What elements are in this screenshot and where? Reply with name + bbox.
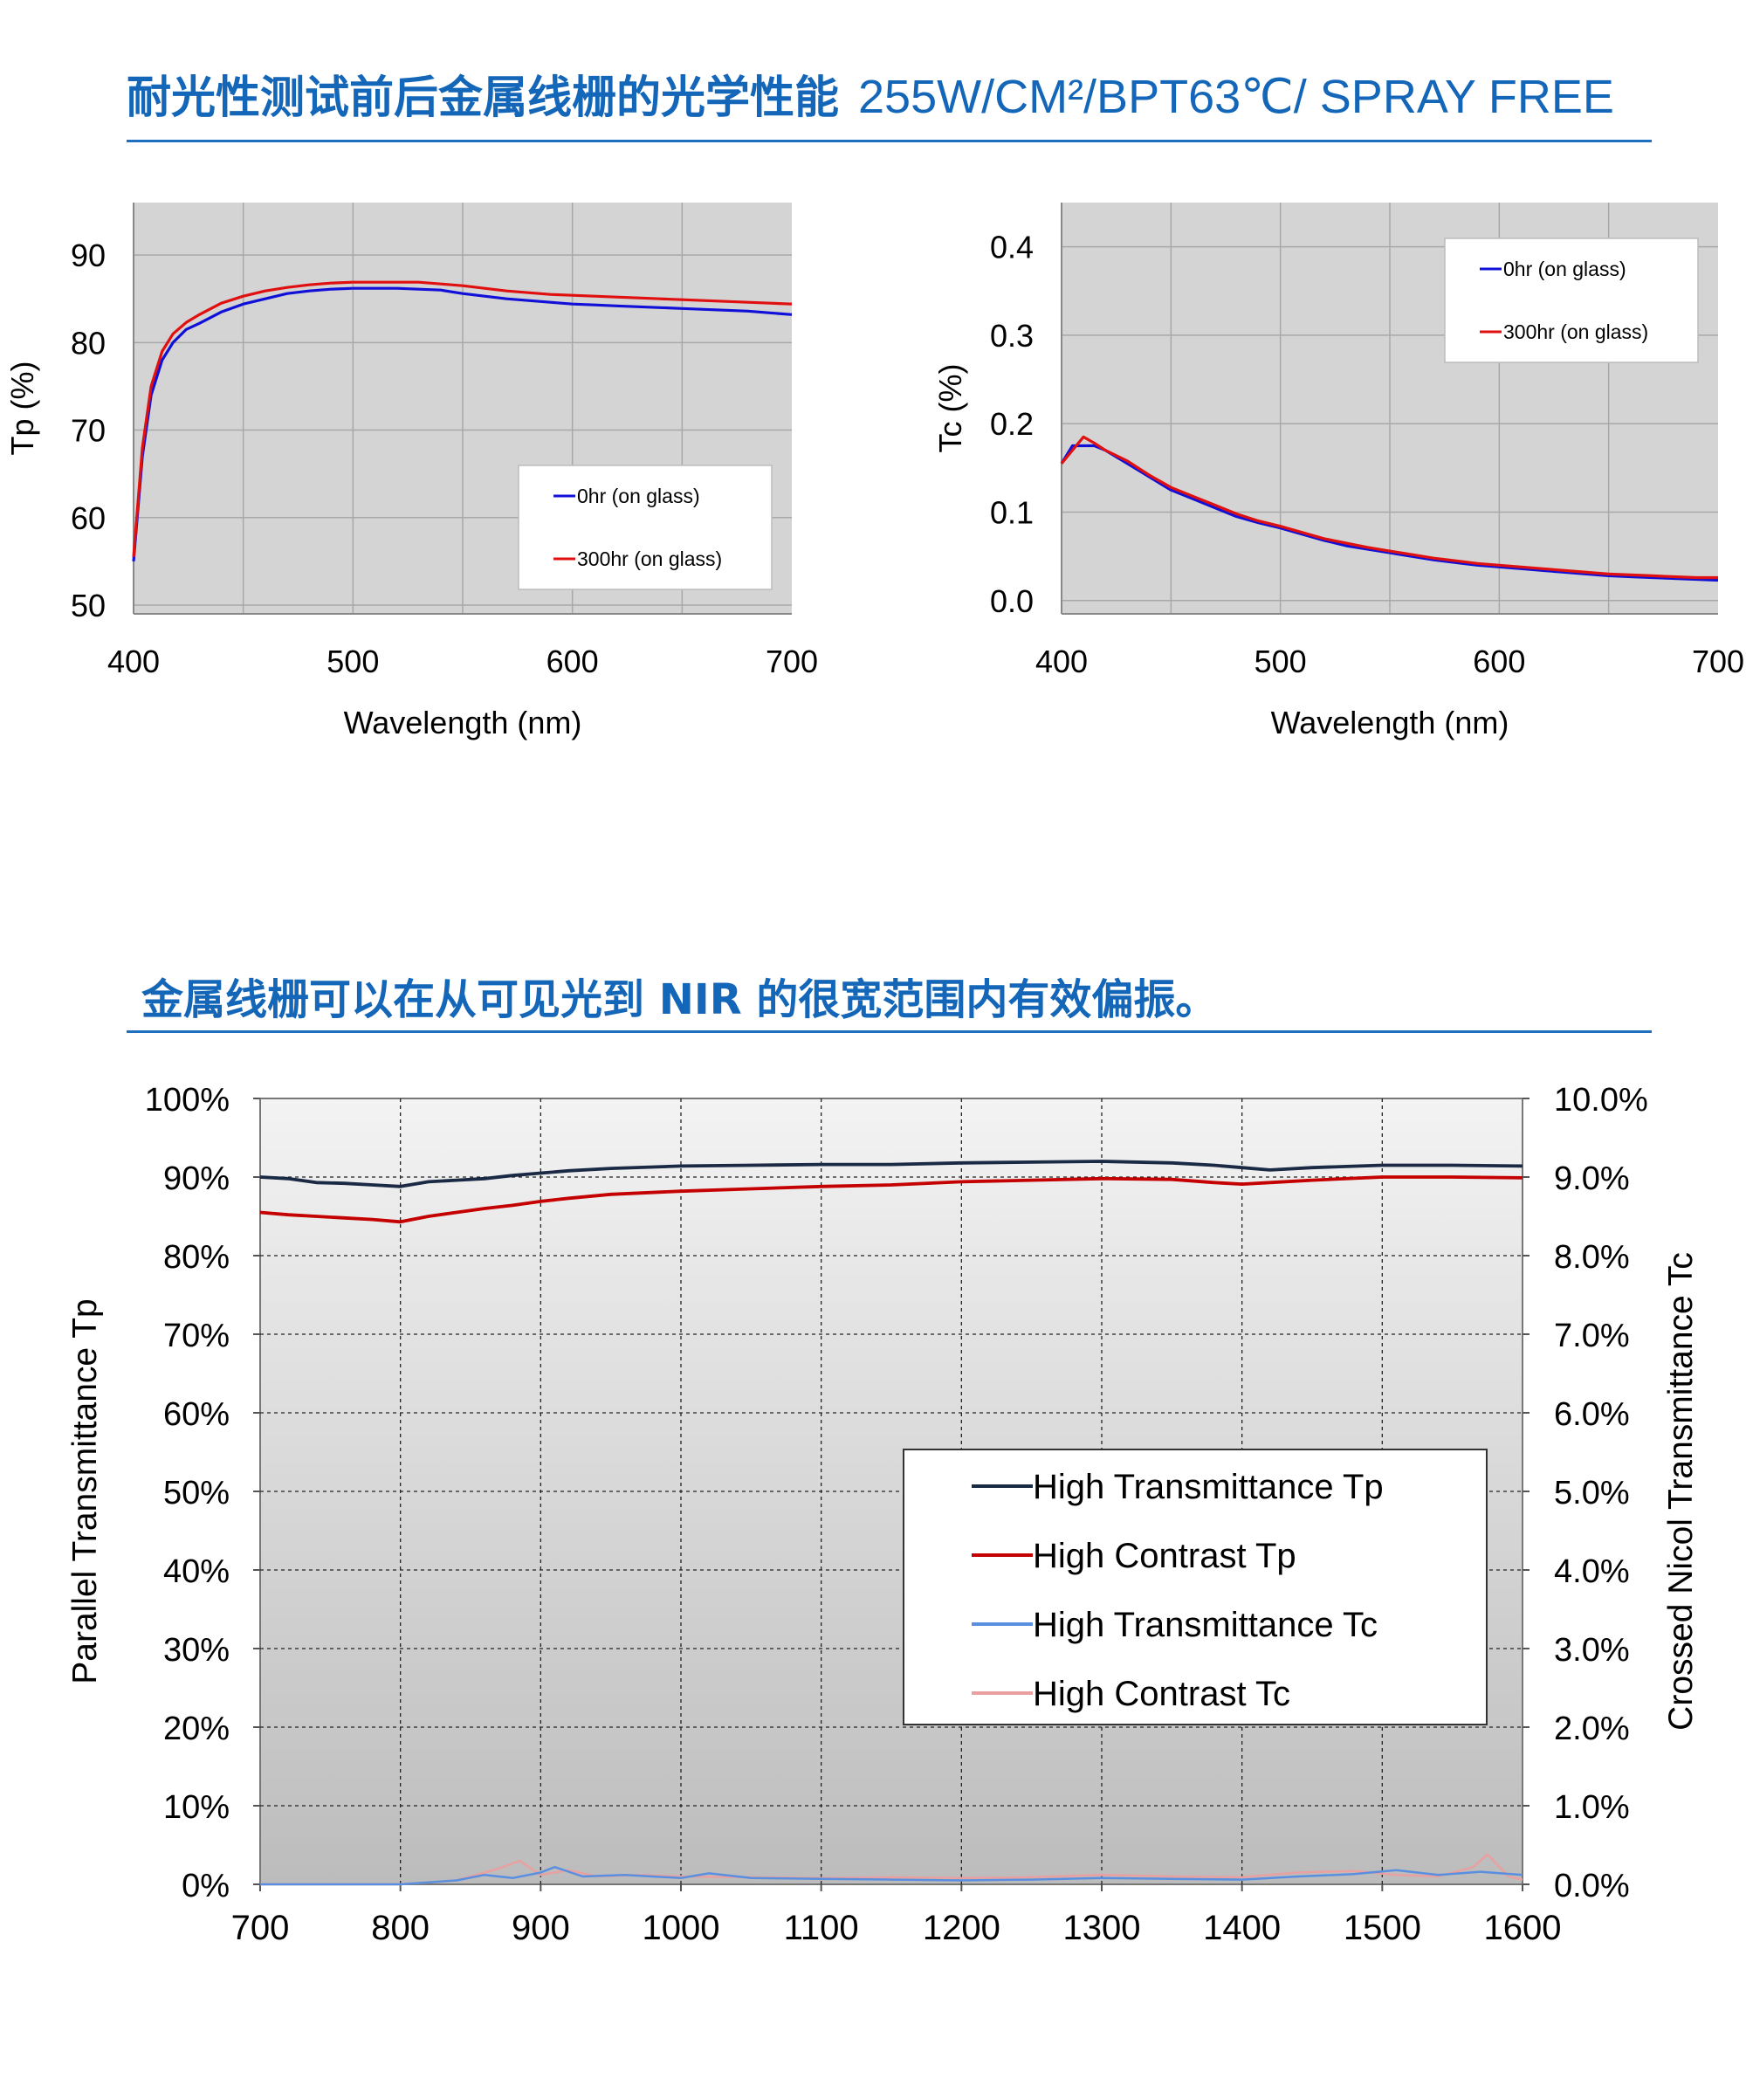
y-tick-label: 80% — [163, 1239, 230, 1276]
y-tick-label: 50% — [163, 1475, 230, 1511]
series-line — [1060, 444, 1719, 582]
y-tick-label: 10% — [163, 1789, 230, 1826]
legend: 0hr (on glass) 300hr (on glass) — [1444, 238, 1699, 363]
x-tick-label: 500 — [1255, 644, 1307, 679]
series-line — [132, 286, 793, 562]
y-tick-label: 60 — [71, 500, 106, 536]
legend-box — [1444, 238, 1699, 363]
x-tick-label: 700 — [766, 644, 818, 679]
y-tick-label: 0% — [182, 1868, 230, 1904]
legend-label: 300hr (on glass) — [1503, 320, 1648, 343]
legend-label: 0hr (on glass) — [577, 485, 700, 507]
x-tick-label: 1600 — [1484, 1909, 1562, 1947]
y-tick-label: 30% — [163, 1632, 230, 1669]
series-line — [1060, 435, 1718, 580]
x-tick-label: 900 — [512, 1909, 570, 1947]
legend-label: High Contrast Tp — [1033, 1537, 1296, 1575]
y-tick-label: 0.3 — [990, 318, 1034, 354]
y-tick-label: 70 — [71, 413, 106, 449]
series-line — [259, 1175, 1523, 1224]
y-tick-label: 0.1 — [990, 495, 1034, 531]
legend-label: 0hr (on glass) — [1503, 258, 1626, 280]
x-tick-label: 500 — [327, 644, 379, 679]
x-tick-label: 1500 — [1344, 1909, 1421, 1947]
y-tick-label: 0.0 — [990, 583, 1034, 619]
chart-3: 700 800 900 1000 1100 1200 1300 1400 1500 1600 0% 1… — [66, 1082, 1700, 1947]
y-tick-label: 40% — [163, 1553, 230, 1590]
legend: 0hr (on glass) 300hr (on glass) — [518, 465, 773, 590]
y-tick-label: 20% — [163, 1711, 230, 1747]
y-tick-label: 90 — [71, 238, 106, 273]
top-heading-text: 耐光性测试前后金属线栅的光学性能 — [127, 72, 840, 124]
y-right-tick-label: 1.0% — [1554, 1789, 1630, 1826]
x-tick-label: 1200 — [923, 1909, 1000, 1947]
x-tick-label: 600 — [1473, 644, 1525, 679]
y-tick-label: 100% — [145, 1082, 230, 1119]
y-tick-label: 60% — [163, 1396, 230, 1433]
x-tick-label: 400 — [1035, 644, 1088, 679]
legend-label: High Transmittance Tc — [1033, 1606, 1378, 1644]
y-right-tick-label: 0.0% — [1554, 1868, 1630, 1904]
legend-label: 300hr (on glass) — [577, 547, 722, 570]
legend: High Transmittance Tp High Contrast Tp Hig… — [903, 1449, 1488, 1725]
x-tick-label: 600 — [546, 644, 599, 679]
chart-1: 400 500 600 700 50 60 70 80 90 Wavelength (nm) Tp … — [4, 203, 818, 740]
legend-label: High Transmittance Tp — [1033, 1468, 1384, 1506]
top-heading: 耐光性测试前后金属线栅的光学性能 255W/CM²/BPT63℃/ SPRAY F… — [127, 61, 1614, 126]
y-tick-label: 80 — [71, 325, 106, 361]
y-right-tick-label: 2.0% — [1554, 1711, 1630, 1747]
x-tick-label: 1400 — [1203, 1909, 1281, 1947]
y-right-tick-label: 4.0% — [1554, 1553, 1630, 1590]
x-tick-label: 700 — [231, 1909, 290, 1947]
x-axis-title: Wavelength (nm) — [1271, 705, 1509, 740]
y-right-tick-label: 9.0% — [1554, 1160, 1630, 1197]
x-axis-title: Wavelength (nm) — [344, 705, 582, 740]
x-tick-label: 1300 — [1063, 1909, 1141, 1947]
y-tick-label: 90% — [163, 1160, 230, 1197]
top-heading-rule — [127, 140, 1652, 142]
y-tick-label: 0.4 — [990, 230, 1034, 265]
y-tick-label: 50 — [71, 588, 106, 623]
y-axis-title: Tp (%) — [4, 361, 40, 456]
x-tick-label: 800 — [371, 1909, 430, 1947]
y-axis-title: Parallel Transmittance Tp — [66, 1298, 104, 1683]
x-tick-label: 1000 — [643, 1909, 720, 1947]
legend-box — [518, 465, 773, 590]
y-right-tick-label: 7.0% — [1554, 1318, 1630, 1354]
x-tick-label: 1100 — [784, 1909, 859, 1947]
y-right-tick-label: 3.0% — [1554, 1632, 1630, 1669]
series-line — [260, 1853, 1523, 1886]
y-right-tick-label: 6.0% — [1554, 1396, 1630, 1433]
series-line — [132, 280, 793, 558]
y-right-axis-title: Crossed Nicol Transmittance Tc — [1662, 1252, 1700, 1731]
bottom-heading: 金属线栅可以在从可见光到 NIR 的很宽范围内有效偏振。 — [141, 975, 1218, 1024]
legend-label: High Contrast Tc — [1033, 1675, 1290, 1713]
series-line — [260, 1865, 1523, 1886]
series-line — [259, 1160, 1523, 1188]
y-right-tick-label: 10.0% — [1554, 1082, 1648, 1119]
legend-box — [903, 1449, 1488, 1725]
y-right-tick-label: 5.0% — [1554, 1475, 1630, 1511]
x-tick-label: 400 — [107, 644, 160, 679]
chart-2: 400 500 600 700 0.0 0.1 0.2 0.3 0.4 Wavelength (n… — [932, 203, 1744, 740]
x-tick-label: 700 — [1692, 644, 1744, 679]
top-heading-subtitle: 255W/CM²/BPT63℃/ SPRAY FREE — [858, 71, 1614, 123]
bottom-heading-rule — [127, 1030, 1652, 1033]
y-axis-title: Tc (%) — [932, 364, 968, 453]
y-tick-label: 0.2 — [990, 406, 1034, 442]
y-tick-label: 70% — [163, 1318, 230, 1354]
y-right-tick-label: 8.0% — [1554, 1239, 1630, 1276]
